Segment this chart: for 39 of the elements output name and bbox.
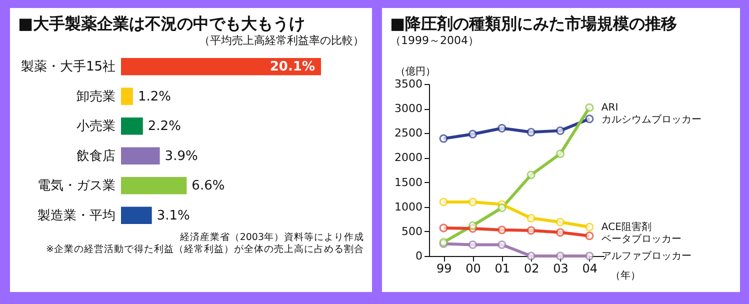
series-label: ベータブロッカー xyxy=(601,233,682,246)
y-axis-title: （億円） xyxy=(396,66,436,78)
chart-title: ■降圧剤の種類別にみた市場規模の推移 xyxy=(390,14,678,33)
y-tick-label: 3500 xyxy=(394,78,422,90)
x-tick-label: 02 xyxy=(524,262,540,276)
series-label: カルシウムブロッカー xyxy=(601,114,702,126)
x-tick-label: 99 xyxy=(436,262,452,276)
x-axis-title: （年） xyxy=(610,270,640,282)
y-tick-label: 3000 xyxy=(394,102,422,116)
series-label: アルファブロッカー xyxy=(601,250,692,262)
x-tick-label: 03 xyxy=(553,262,568,276)
series-label: ARI xyxy=(601,102,618,114)
data-label: 1.2% xyxy=(138,89,171,104)
chart-subtitle: （1999～2004） xyxy=(390,33,480,48)
y-tick-label: 製造業・平均 xyxy=(38,208,116,224)
y-tick-label: 1000 xyxy=(394,200,422,214)
x-tick-label: 01 xyxy=(494,262,510,276)
y-tick-label: 電気・ガス業 xyxy=(38,178,116,194)
data-label: 2.2% xyxy=(148,119,181,134)
y-tick-label: 飲食店 xyxy=(76,148,116,164)
data-label: 20.1% xyxy=(270,60,315,75)
data-label: 3.1% xyxy=(156,208,190,224)
x-tick-label: 00 xyxy=(466,262,481,276)
y-tick-label: 小売業 xyxy=(76,119,116,134)
series-label: ACE阻害剤 xyxy=(601,221,652,234)
y-tick-label: 2500 xyxy=(394,126,422,140)
text: 経済産業省（2003年）資料等により作成 xyxy=(178,232,364,244)
data-label: 6.6% xyxy=(192,178,225,194)
data-label: 3.9% xyxy=(164,148,198,164)
y-tick-label: 1500 xyxy=(394,176,422,189)
y-tick-label: 製薬・大手15社 xyxy=(20,60,116,75)
text: ※企業の経営活動で得た利益（経常利益）が全体の売上高に占める割合 xyxy=(45,244,364,256)
y-tick-label: 0 xyxy=(416,250,422,262)
y-tick-label: 500 xyxy=(402,224,422,238)
y-tick-label: 2000 xyxy=(394,151,422,164)
chart-title: ■大手製薬企業は不況の中でも大もうけ xyxy=(18,14,306,33)
y-tick-label: 卸売業 xyxy=(76,89,116,104)
chart-subtitle: （平均売上高経常利益率の比較） xyxy=(198,33,364,48)
x-tick-label: 04 xyxy=(582,262,598,276)
